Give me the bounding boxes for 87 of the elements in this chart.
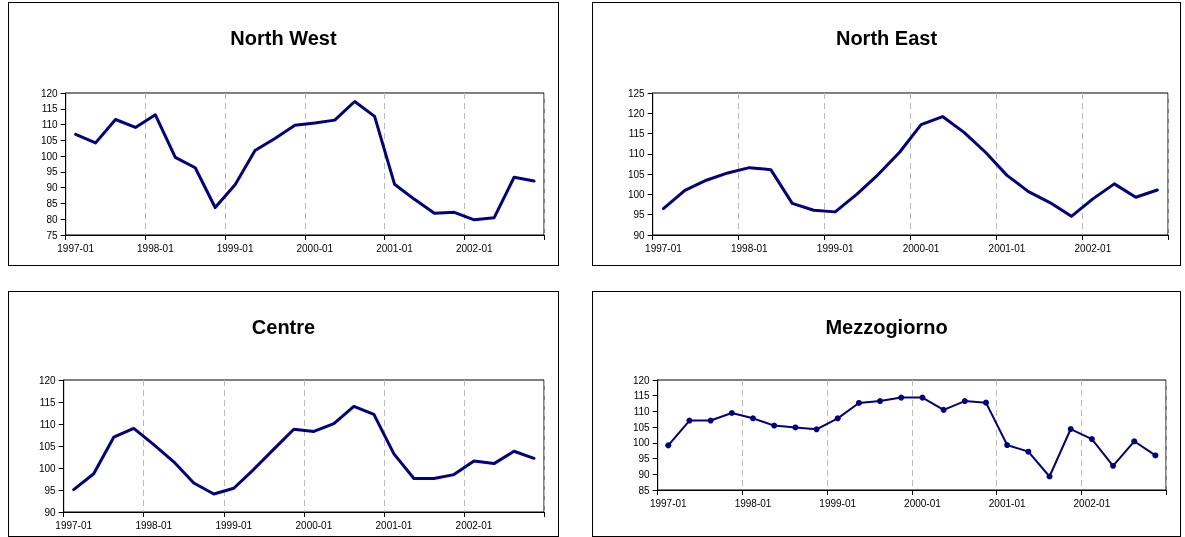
x-tick-label: 2002-01	[1074, 242, 1112, 254]
x-tick-label: 1998-01	[730, 242, 769, 254]
y-tick-label: 120	[41, 87, 59, 99]
y-tick-label: 110	[39, 418, 57, 430]
point	[1131, 438, 1138, 445]
y-tick-label: 115	[39, 396, 57, 408]
chart-title: North West	[230, 27, 337, 49]
point	[728, 410, 735, 416]
point	[919, 394, 926, 401]
point	[1004, 442, 1011, 449]
y-tick-label: 115	[628, 128, 646, 140]
y-tick-label: 110	[633, 405, 651, 417]
y-tick-label: 80	[46, 213, 59, 225]
y-tick-label: 115	[633, 390, 651, 402]
x-tick-label: 1997-01	[649, 497, 688, 509]
point	[1152, 452, 1159, 459]
x-tick-label: 2002-01	[1073, 497, 1111, 509]
y-tick-label: 100	[628, 188, 646, 200]
chart-title: Mezzogiorno	[825, 316, 948, 338]
x-tick-label: 1999-01	[216, 242, 254, 254]
y-tick-label: 120	[633, 374, 651, 386]
y-tick-label: 75	[46, 229, 59, 241]
point	[707, 417, 714, 424]
x-tick-label: 2001-01	[988, 497, 1026, 509]
point	[665, 442, 672, 449]
y-tick-label: 90	[44, 506, 57, 518]
point	[898, 394, 905, 401]
y-tick-label: 110	[628, 148, 646, 160]
x-tick-label: 2000-01	[902, 242, 940, 254]
y-tick-label: 125	[628, 87, 646, 99]
point	[771, 422, 778, 429]
x-tick-label: 2001-01	[375, 519, 413, 531]
y-tick-label: 95	[46, 166, 59, 178]
y-tick-label: 85	[46, 197, 59, 209]
y-tick-label: 105	[39, 440, 57, 452]
point	[961, 398, 968, 405]
y-tick-label: 115	[41, 103, 59, 115]
y-tick-label: 90	[46, 182, 59, 194]
point	[855, 399, 862, 406]
x-tick-label: 2001-01	[376, 242, 414, 254]
x-tick-label: 1999-01	[819, 497, 857, 509]
y-tick-label: 100	[39, 462, 57, 474]
point	[940, 406, 947, 413]
y-tick-label: 120	[39, 374, 57, 386]
x-tick-label: 1999-01	[215, 519, 253, 531]
x-tick-label: 1998-01	[137, 242, 175, 254]
y-tick-label: 95	[638, 453, 651, 465]
point	[1046, 473, 1053, 480]
y-tick-label: 110	[41, 119, 59, 131]
point	[792, 424, 799, 431]
x-tick-label: 1999-01	[816, 242, 854, 254]
x-tick-label: 2000-01	[295, 519, 333, 531]
point	[686, 417, 693, 424]
y-tick-label: 105	[633, 421, 651, 433]
point	[1110, 462, 1117, 469]
x-tick-label: 1998-01	[734, 497, 772, 509]
y-tick-label: 95	[44, 484, 57, 496]
y-tick-label: 90	[638, 468, 651, 480]
x-tick-label: 1997-01	[645, 242, 683, 254]
line-series	[74, 100, 536, 222]
y-tick-label: 105	[628, 168, 646, 180]
y-tick-label: 90	[633, 229, 646, 241]
x-tick-label: 1997-01	[55, 519, 93, 531]
x-tick-label: 2001-01	[988, 242, 1026, 254]
y-tick-label: 105	[41, 134, 59, 146]
y-tick-label: 95	[633, 209, 646, 221]
x-tick-label: 2000-01	[296, 242, 334, 254]
point	[834, 415, 841, 422]
point	[1088, 436, 1095, 443]
point	[750, 415, 756, 422]
y-tick-label: 100	[41, 150, 59, 162]
chart-title: North East	[835, 27, 938, 49]
y-tick-label: 120	[628, 107, 646, 119]
chart-title: Centre	[251, 316, 316, 338]
x-tick-label: 2000-01	[904, 497, 942, 509]
x-tick-label: 1998-01	[135, 519, 173, 531]
line-series	[661, 115, 1159, 218]
y-tick-label: 100	[633, 437, 651, 449]
line-series	[72, 404, 536, 496]
point	[982, 399, 989, 406]
point	[1025, 448, 1032, 455]
point	[1067, 426, 1074, 433]
x-tick-label: 2002-01	[455, 519, 493, 531]
x-tick-label: 2002-01	[455, 242, 494, 254]
point	[877, 398, 884, 405]
x-tick-label: 1997-01	[57, 242, 95, 254]
y-tick-label: 85	[638, 484, 651, 496]
